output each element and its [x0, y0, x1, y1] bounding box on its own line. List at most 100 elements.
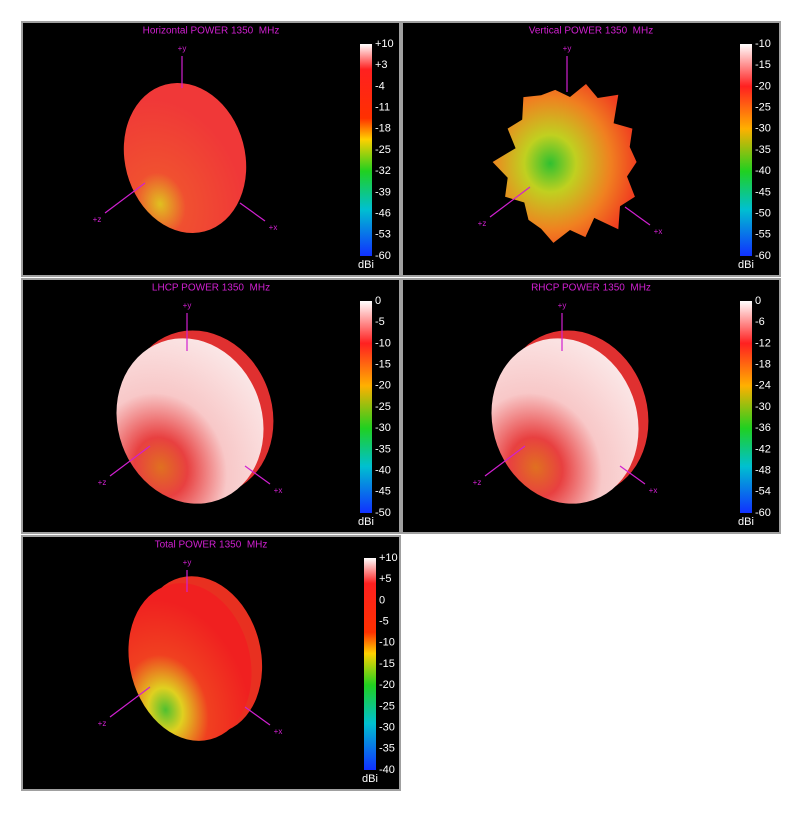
colorbar-label: -45	[375, 486, 391, 498]
axis-z	[484, 445, 526, 477]
axis-z	[489, 186, 531, 218]
colorbar-label: -11	[375, 102, 390, 114]
axis-label: +y	[183, 301, 192, 310]
axis-z	[109, 445, 151, 477]
colorbar-label: -6	[755, 316, 765, 328]
axis-label: +x	[274, 486, 283, 495]
colorbar	[740, 301, 752, 513]
colorbar-label: -10	[755, 38, 771, 50]
axis-x	[244, 465, 271, 485]
axis-label: +z	[473, 478, 482, 487]
colorbar-unit: dBi	[362, 773, 378, 785]
radiation-pattern	[491, 338, 639, 504]
colorbar-label: -12	[755, 337, 771, 349]
colorbar-label: 0	[379, 594, 385, 606]
panel-frame	[401, 21, 781, 277]
colorbar	[360, 301, 372, 513]
colorbar-label: -5	[375, 316, 385, 328]
colorbar-label: +3	[375, 59, 388, 71]
colorbar-label: -45	[755, 186, 771, 198]
colorbar-label: -46	[375, 208, 391, 220]
colorbar-label: -42	[755, 443, 771, 455]
colorbar-label: +10	[375, 38, 394, 50]
colorbar-label: -60	[755, 507, 771, 519]
colorbar-label: -55	[755, 229, 771, 241]
colorbar-unit: dBi	[358, 516, 374, 528]
axis-x	[619, 465, 646, 485]
axis-label: +y	[183, 558, 192, 567]
axis-x	[624, 206, 651, 226]
colorbar-label: -60	[755, 250, 771, 262]
colorbar-label: -40	[375, 465, 391, 477]
colorbar-label: -60	[375, 250, 391, 262]
colorbar-label: +5	[379, 573, 392, 585]
colorbar-label: -4	[375, 80, 385, 92]
colorbar	[360, 44, 372, 256]
colorbar-label: -54	[755, 486, 771, 498]
axis-label: +x	[274, 727, 283, 736]
colorbar-label: -50	[755, 208, 771, 220]
colorbar-label: +10	[379, 552, 398, 564]
axis-label: +z	[98, 719, 107, 728]
colorbar-label: -39	[375, 186, 391, 198]
colorbar-label: -18	[375, 123, 391, 135]
colorbar-label: -36	[755, 422, 771, 434]
colorbar-label: -15	[375, 359, 391, 371]
colorbar-label: -30	[375, 422, 391, 434]
axis-label: +y	[558, 301, 567, 310]
pattern-panel: Horizontal POWER 1350 MHz +y +z +x +10 +3 -4 -1…	[21, 21, 401, 277]
colorbar	[364, 558, 376, 770]
axis-label: +x	[269, 223, 278, 232]
axis-x	[244, 706, 271, 726]
axis-label: +x	[649, 486, 658, 495]
axis-label: +y	[563, 44, 572, 53]
axis-label: +z	[98, 478, 107, 487]
colorbar-label: -30	[755, 401, 771, 413]
colorbar-label: 0	[755, 295, 761, 307]
colorbar-label: -25	[375, 401, 391, 413]
pattern-panel: RHCP POWER 1350 MHz +y +z +x 0 -6 -12 -18 -24 -30…	[401, 278, 781, 534]
pattern-panel: Total POWER 1350 MHz +y +z +x +10 +5 0 -5 -10 -15…	[21, 535, 401, 791]
colorbar-label: -25	[379, 700, 395, 712]
pattern-panel: Vertical POWER 1350 MHz +y +z +x -10 -15 -20 -2…	[401, 21, 781, 277]
colorbar-label: -30	[379, 722, 395, 734]
panel-title: Vertical POWER 1350 MHz	[529, 26, 653, 37]
axis-label: +z	[93, 215, 102, 224]
axis-x	[239, 202, 266, 222]
radiation-pattern	[116, 338, 264, 504]
pattern-panel: LHCP POWER 1350 MHz +y +z +x 0 -5 -10 -15 -20 -25…	[21, 278, 401, 534]
axis-label: +z	[478, 219, 487, 228]
panel-title: RHCP POWER 1350 MHz	[531, 283, 651, 294]
colorbar-label: -20	[755, 80, 771, 92]
radiation-pattern	[492, 84, 637, 243]
colorbar-unit: dBi	[358, 259, 374, 271]
axis-z	[104, 182, 146, 214]
colorbar-label: -50	[375, 507, 391, 519]
axis-z	[109, 686, 151, 718]
colorbar-label: -35	[755, 144, 771, 156]
colorbar-label: 0	[375, 295, 381, 307]
colorbar-label: -10	[379, 637, 395, 649]
radiation-pattern	[128, 583, 252, 741]
colorbar-label: -15	[755, 59, 771, 71]
colorbar-label: -35	[375, 443, 391, 455]
colorbar-label: -25	[755, 102, 771, 114]
colorbar-label: -20	[375, 380, 391, 392]
colorbar-label: -10	[375, 337, 391, 349]
colorbar-label: -18	[755, 359, 771, 371]
colorbar-label: -32	[375, 165, 391, 177]
colorbar-label: -35	[379, 743, 395, 755]
axis-label: +y	[178, 44, 187, 53]
panel-title: Horizontal POWER 1350 MHz	[143, 26, 280, 37]
colorbar-label: -53	[375, 229, 391, 241]
colorbar-label: -24	[755, 380, 771, 392]
colorbar-label: -5	[379, 616, 389, 628]
colorbar-label: -40	[379, 764, 395, 776]
colorbar-label: -15	[379, 658, 395, 670]
colorbar-unit: dBi	[738, 259, 754, 271]
colorbar	[740, 44, 752, 256]
colorbar-label: -30	[755, 123, 771, 135]
colorbar-unit: dBi	[738, 516, 754, 528]
colorbar-label: -40	[755, 165, 771, 177]
